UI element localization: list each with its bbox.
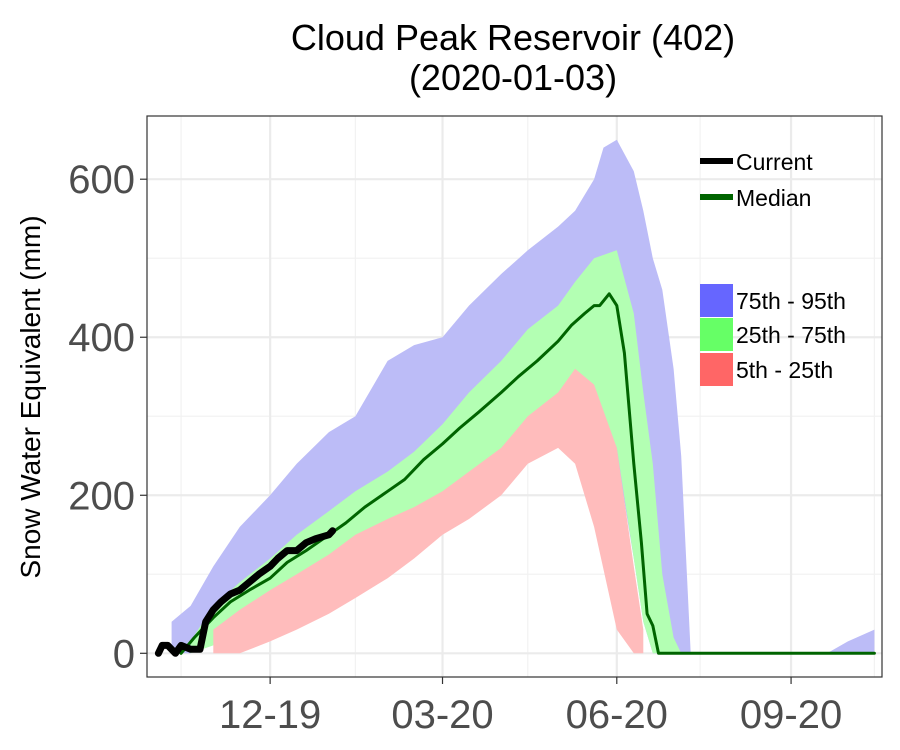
x-tick-label-1: 03-20 [391,693,493,737]
series-lines [154,292,876,657]
chart-subtitle: (2020-01-03) [409,57,617,98]
y-tick-label-3: 600 [68,158,135,202]
band-25th-75th [190,250,682,654]
legend-p25-75-label: 25th - 75th [736,322,846,348]
legend-p5-25-label: 5th - 25th [736,357,833,383]
series-line-current [154,527,337,657]
legend-p5-25-swatch [700,353,733,386]
legend-p75-95-swatch [700,284,733,317]
chart-title: Cloud Peak Reservoir (402) [291,17,735,58]
legend-p75-95-label: 75th - 95th [736,288,846,314]
band-5th-25th [213,368,644,654]
y-axis-ticks: 0 200 400 600 [68,158,147,676]
series-line-median [179,292,876,655]
x-tick-label-0: 12-19 [219,693,321,737]
x-axis-ticks: 12-19 03-20 06-20 09-20 [219,677,842,737]
x-tick-label-2: 06-20 [566,693,668,737]
legend-median-swatch [700,194,733,200]
y-axis-label: Snow Water Equivalent (mm) [15,215,46,578]
percentile-bands [171,139,875,654]
legend-bands: 75th - 95th 25th - 75th 5th - 25th [700,284,846,386]
y-tick-label-1: 200 [68,474,135,518]
legend-lines: Current Median [700,149,813,211]
legend-median-label: Median [736,185,811,211]
legend-p25-75-swatch [700,318,733,351]
plot-border [146,115,883,678]
y-tick-label-0: 0 [113,632,135,676]
x-tick-label-3: 09-20 [740,693,842,737]
legend-current-swatch [700,158,733,164]
legend-current-label: Current [736,149,813,175]
y-tick-label-2: 400 [68,316,135,360]
